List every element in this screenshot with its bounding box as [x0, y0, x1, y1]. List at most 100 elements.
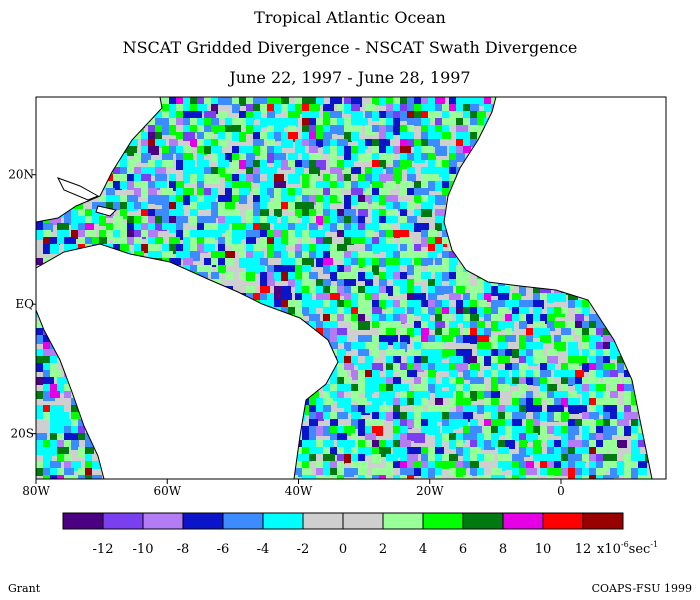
- field-cell: [631, 440, 641, 447]
- field-cell: [309, 272, 318, 279]
- field-cell: [225, 209, 237, 218]
- field-cell: [127, 181, 136, 190]
- field-cell: [379, 440, 387, 448]
- field-cell: [309, 440, 321, 448]
- field-cell: [596, 398, 607, 406]
- colorbar-label: 2: [379, 542, 387, 557]
- field-cell: [337, 244, 347, 252]
- field-cell: [435, 405, 446, 414]
- field-cell: [267, 118, 277, 128]
- field-cell: [414, 433, 425, 443]
- field-cell: [316, 258, 324, 267]
- field-cell: [323, 286, 330, 293]
- field-cell: [302, 265, 311, 274]
- field-cell: [302, 405, 311, 415]
- field-cell: [246, 258, 258, 267]
- field-cell: [540, 314, 547, 324]
- field-cell: [274, 195, 283, 204]
- field-cell: [302, 181, 311, 191]
- field-cell: [302, 174, 311, 183]
- field-cell: [148, 237, 156, 247]
- title-dates: June 22, 1997 - June 28, 1997: [229, 68, 471, 87]
- field-cell: [106, 195, 113, 204]
- field-cell: [337, 286, 344, 296]
- field-cell: [365, 475, 374, 479]
- field-cell: [414, 153, 425, 163]
- field-cell: [330, 174, 339, 183]
- field-cell: [365, 342, 377, 350]
- field-cell: [239, 251, 251, 258]
- field-cell: [435, 363, 443, 371]
- field-cell: [274, 153, 286, 163]
- field-cell: [540, 468, 550, 475]
- field-cell: [190, 244, 200, 252]
- field-cell: [302, 475, 310, 479]
- field-cell: [526, 426, 536, 433]
- field-cell: [428, 139, 440, 147]
- field-cell: [393, 412, 400, 421]
- field-cell: [358, 258, 367, 267]
- field-cell: [386, 258, 398, 268]
- field-cell: [358, 118, 368, 126]
- field-cell: [148, 223, 159, 231]
- footer-author: Grant: [8, 582, 41, 595]
- field-cell: [449, 349, 461, 358]
- field-cell: [225, 230, 233, 237]
- field-cell: [330, 384, 339, 394]
- land-south-america: [36, 243, 339, 479]
- field-cell: [554, 398, 563, 405]
- field-cell: [36, 363, 45, 372]
- field-cell: [232, 97, 244, 106]
- field-cell: [554, 461, 565, 471]
- field-cell: [351, 216, 359, 224]
- field-cell: [589, 461, 596, 468]
- field-cell: [414, 300, 423, 307]
- field-cell: [316, 398, 328, 405]
- field-cell: [316, 188, 323, 196]
- field-cell: [589, 412, 599, 420]
- field-cell: [36, 223, 46, 230]
- field-cell: [309, 125, 319, 135]
- field-cell: [477, 405, 489, 414]
- field-cell: [596, 419, 605, 428]
- field-cell: [274, 146, 282, 153]
- field-cell: [372, 139, 382, 148]
- field-cell: [344, 265, 353, 273]
- field-cell: [113, 160, 124, 167]
- field-cell: [274, 118, 285, 128]
- field-cell: [400, 97, 407, 106]
- field-cell: [421, 111, 428, 119]
- field-cell: [414, 111, 425, 119]
- field-cell: [526, 349, 537, 358]
- field-cell: [610, 412, 617, 419]
- field-cell: [330, 286, 341, 295]
- field-cell: [323, 307, 331, 315]
- field-cell: [337, 279, 347, 287]
- field-cell: [589, 377, 600, 386]
- field-cell: [253, 160, 262, 170]
- field-cell: [211, 272, 219, 280]
- field-cell: [50, 468, 60, 477]
- field-cell: [302, 426, 312, 434]
- field-cell: [484, 426, 494, 436]
- field-cell: [596, 440, 608, 448]
- field-cell: [414, 356, 421, 365]
- field-cell: [519, 433, 528, 443]
- field-cell: [176, 160, 184, 170]
- field-cell: [330, 223, 342, 232]
- field-cell: [176, 118, 187, 125]
- field-cell: [400, 426, 408, 435]
- field-cell: [190, 195, 200, 205]
- field-cell: [239, 118, 246, 128]
- field-cell: [428, 356, 438, 363]
- field-cell: [484, 440, 495, 450]
- field-cell: [120, 230, 127, 237]
- field-cell: [456, 286, 465, 294]
- field-cell: [393, 349, 405, 356]
- field-cell: [330, 293, 340, 301]
- field-cell: [43, 244, 51, 254]
- field-cell: [372, 237, 382, 247]
- colorbar: -12 -10 -8 -6 -4 -2 0 2 4 6 8 10 12 x10-6sec-1: [62, 512, 658, 557]
- field-cell: [358, 181, 370, 191]
- field-cell: [379, 118, 390, 125]
